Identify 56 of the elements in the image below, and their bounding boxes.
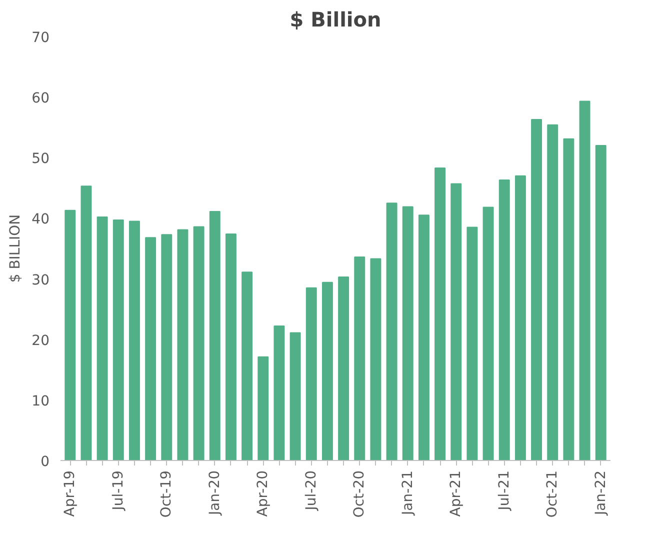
bar bbox=[547, 124, 558, 460]
y-tick-label: 30 bbox=[32, 272, 50, 288]
bar bbox=[482, 206, 494, 460]
bar bbox=[531, 118, 542, 460]
bar bbox=[274, 326, 285, 460]
bar bbox=[338, 276, 350, 460]
y-tick-label: 40 bbox=[32, 212, 50, 228]
y-tick-label: 10 bbox=[32, 393, 50, 410]
bar bbox=[258, 356, 269, 460]
bar bbox=[434, 167, 446, 460]
x-tick-label: Jul-20 bbox=[303, 470, 320, 512]
bar bbox=[466, 226, 478, 460]
x-tick-label: Jul-21 bbox=[496, 470, 512, 512]
bar bbox=[370, 258, 382, 460]
x-tick-label: Oct-19 bbox=[158, 470, 175, 518]
y-tick-label: 50 bbox=[32, 151, 50, 168]
bar bbox=[225, 233, 236, 460]
bar bbox=[450, 183, 462, 460]
y-tick-label: 0 bbox=[40, 454, 50, 470]
bar bbox=[498, 180, 510, 460]
bar bbox=[306, 287, 317, 460]
bar bbox=[290, 332, 301, 460]
bar bbox=[128, 220, 140, 460]
x-tick-label: Apr-21 bbox=[448, 470, 464, 517]
bar bbox=[514, 175, 526, 460]
bar bbox=[322, 282, 333, 460]
chart-title: $ Billion bbox=[290, 8, 382, 32]
bar bbox=[209, 211, 220, 460]
bar bbox=[161, 234, 172, 460]
x-tick-label: Apr-20 bbox=[255, 470, 272, 517]
y-tick-label: 60 bbox=[32, 90, 50, 107]
x-tick-label: Jul-19 bbox=[110, 470, 126, 512]
bar bbox=[64, 210, 76, 460]
x-tick-label: Oct-21 bbox=[544, 470, 561, 518]
x-tick-label: Jan-20 bbox=[206, 470, 223, 516]
bar bbox=[193, 226, 204, 460]
bar bbox=[112, 220, 124, 460]
bar bbox=[418, 214, 430, 460]
bar bbox=[145, 237, 156, 460]
x-tick-label: Apr-19 bbox=[62, 470, 78, 517]
bar bbox=[386, 202, 398, 460]
x-tick-label: Jan-22 bbox=[592, 470, 609, 516]
bar bbox=[563, 138, 574, 460]
x-tick-label: Oct-20 bbox=[352, 470, 368, 518]
bar bbox=[354, 256, 366, 460]
bar bbox=[177, 229, 188, 460]
bar bbox=[80, 186, 92, 460]
y-tick-label: 20 bbox=[32, 332, 50, 349]
bar bbox=[242, 272, 253, 460]
y-axis-title: $ BILLION bbox=[8, 214, 24, 283]
x-tick-label: Jan-21 bbox=[400, 470, 416, 516]
bar bbox=[402, 206, 414, 460]
y-tick-label: 70 bbox=[32, 30, 50, 46]
bar bbox=[579, 100, 590, 460]
bar bbox=[96, 216, 108, 460]
bar bbox=[595, 145, 606, 460]
